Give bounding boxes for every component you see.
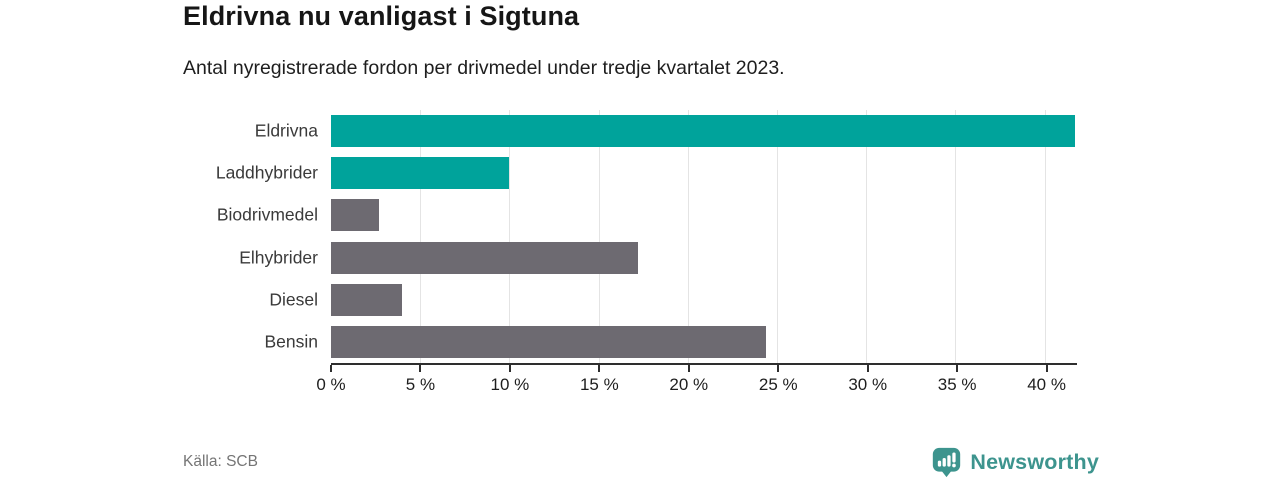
gridline (1044, 110, 1046, 363)
axis-tick (330, 365, 332, 372)
category-label: Bensin (264, 331, 318, 352)
gridline (687, 110, 689, 363)
category-label: Diesel (269, 289, 318, 310)
newsworthy-logo-text: Newsworthy (970, 449, 1099, 474)
chart-subtitle: Antal nyregistrerade fordon per drivmede… (183, 57, 785, 79)
axis-tick-label: 10 % (490, 375, 530, 394)
bar-row: Eldrivna (255, 110, 1075, 152)
bar-row: Bensin (264, 321, 1075, 363)
newsworthy-logo: Newsworthy (931, 446, 1099, 479)
bar-chart-plot: Eldrivna Laddhybrider Biodrivmedel Elhybrid… (216, 110, 1075, 363)
bar-rows: Eldrivna Laddhybrider Biodrivmedel Elhybrid… (216, 110, 1075, 363)
gridline (420, 110, 422, 363)
category-label: Elhybrider (239, 247, 318, 268)
axis-tick-label: 25 % (758, 375, 798, 394)
category-label: Eldrivna (254, 120, 318, 141)
bar-row: Laddhybrider (216, 152, 1075, 194)
axis-tick (1045, 365, 1048, 372)
x-axis: 0 % 5 % 10 % 15 % 20 % 25 % 30 % 35 % 40 % (316, 363, 1077, 405)
axis-tick-label: 40 % (1027, 375, 1066, 394)
bar (331, 157, 510, 190)
axis-tick-label: 0 % (316, 375, 346, 394)
axis-tick-label: 30 % (848, 375, 888, 394)
gridline (509, 110, 511, 363)
axis-tick-label: 5 % (405, 375, 436, 394)
chart-title: Eldrivna nu vanligast i Sigtuna (183, 1, 580, 31)
newsworthy-logo-icon (933, 447, 961, 477)
bar (331, 241, 638, 274)
gridline (866, 110, 868, 363)
axis-tick (687, 365, 690, 372)
axis-tick (508, 365, 511, 372)
category-label: Laddhybrider (215, 162, 318, 183)
bar (331, 115, 1075, 148)
axis-tick-label: 35 % (937, 375, 977, 394)
gridline (955, 110, 957, 363)
axis-tick (419, 365, 422, 372)
axis-tick (598, 365, 601, 372)
bar (331, 325, 767, 358)
category-label: Biodrivmedel (216, 204, 318, 225)
axis-tick (866, 365, 869, 372)
bar-row: Elhybrider (239, 237, 1075, 279)
axis-tick (777, 365, 780, 372)
source-note: Källa: SCB (183, 453, 258, 470)
bar (331, 283, 403, 316)
gridline (777, 110, 779, 363)
axis-tick (956, 365, 959, 372)
chart-footer: Källa: SCB Newsworthy (183, 444, 1099, 480)
bar-row: Diesel (269, 279, 1075, 321)
axis-tick-label: 15 % (579, 375, 619, 394)
bar (331, 199, 380, 232)
axis-tick-label: 20 % (669, 375, 709, 394)
bar-row: Biodrivmedel (217, 194, 1075, 236)
gridline (598, 110, 600, 363)
